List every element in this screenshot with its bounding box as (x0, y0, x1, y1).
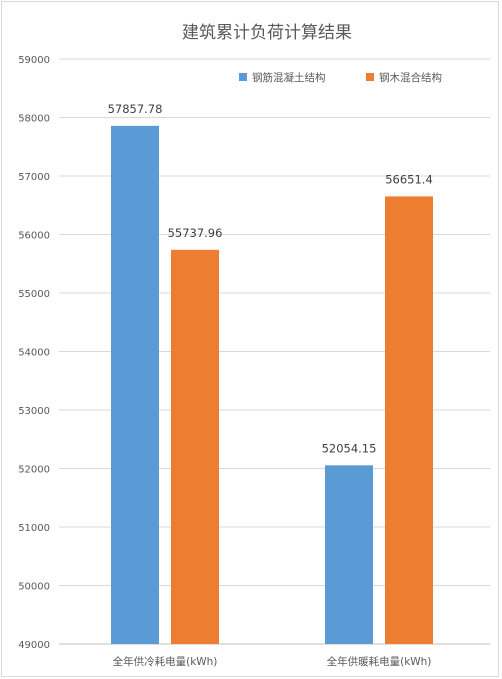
chart-title: 建筑累计负荷计算结果 (182, 23, 352, 43)
x-axis-categories: 全年供冷耗电量(kWh) 全年供暖耗电量(kWh) (113, 655, 432, 668)
y-tick-label: 51000 (18, 523, 50, 534)
y-axis-ticks: 49000 50000 51000 52000 53000 54000 55000 56000… (18, 55, 50, 651)
y-tick-label: 57000 (18, 172, 50, 183)
y-tick-label: 59000 (18, 55, 50, 66)
y-tick-label: 56000 (18, 231, 50, 242)
data-label: 52054.15 (322, 441, 377, 455)
x-category-label: 全年供冷耗电量(kWh) (113, 655, 218, 668)
bars (111, 125, 433, 644)
data-label: 55737.96 (168, 226, 223, 240)
data-labels: 57857.78 55737.96 52054.15 56651.4 (108, 102, 433, 456)
bar-series-1-category-0 (171, 249, 219, 644)
legend-label: 钢筋混凝土结构 (252, 71, 326, 84)
y-tick-label: 49000 (18, 640, 50, 651)
bar-series-1-category-1 (385, 196, 433, 644)
y-tick-label: 53000 (18, 406, 50, 417)
data-label: 56651.4 (385, 172, 433, 186)
y-tick-label: 58000 (18, 114, 50, 125)
y-tick-label: 52000 (18, 465, 50, 476)
y-tick-label: 55000 (18, 289, 50, 300)
bar-series-0-category-1 (325, 465, 373, 644)
bar-series-0-category-0 (111, 125, 159, 644)
legend-swatch (366, 73, 374, 81)
x-category-label: 全年供暖耗电量(kWh) (327, 655, 432, 668)
legend-label: 钢木混合结构 (379, 71, 442, 84)
y-tick-label: 54000 (18, 348, 50, 359)
legend: 钢筋混凝土结构 钢木混合结构 (239, 71, 442, 84)
data-label: 57857.78 (108, 102, 163, 116)
legend-swatch (239, 73, 247, 81)
y-tick-label: 50000 (18, 582, 50, 593)
